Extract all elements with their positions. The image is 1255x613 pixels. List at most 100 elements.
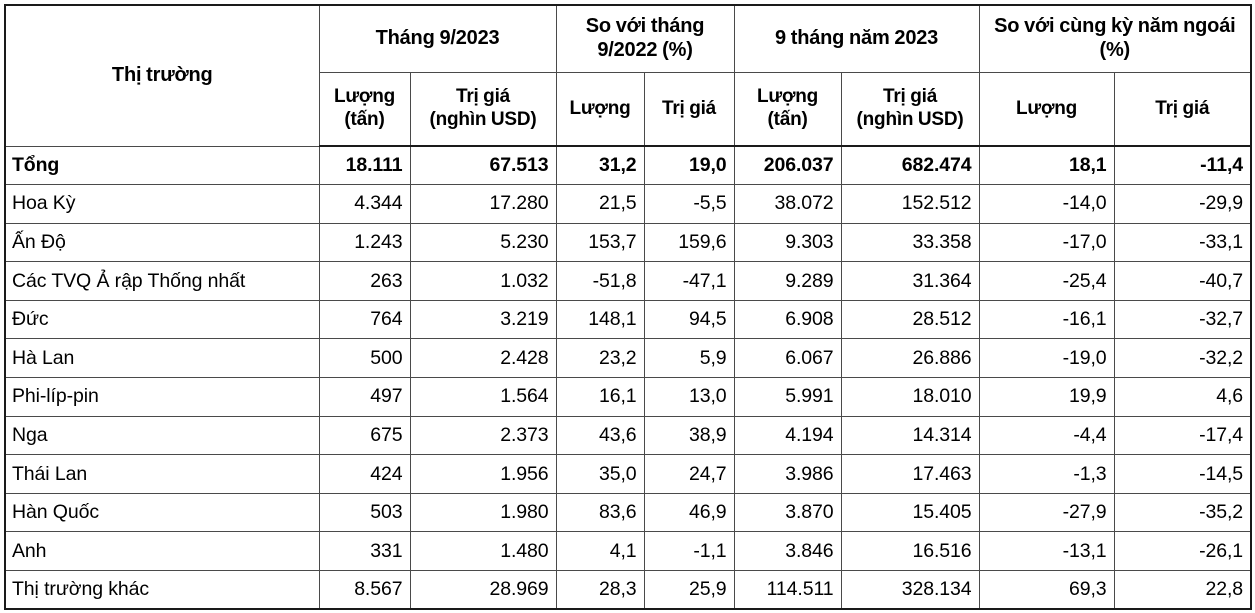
cell-value: 5.991 [733,377,842,417]
cell-value: -32,2 [1113,338,1252,379]
column-group-header-period-yoy: So với cùng kỳ năm ngoái (%) [978,4,1252,73]
table-header: Thị trường Tháng 9/2023 So với tháng 9/2… [4,4,1252,147]
cell-value: 1.032 [409,261,557,301]
header-sub-row: Lượng (tấn) Trị giá (nghìn USD) Lượng Tr… [5,71,1252,147]
cell-market-name: Hoa Kỳ [4,184,320,224]
column-header-month-quantity: Lượng (tấn) [318,71,411,147]
cell-value: 94,5 [643,299,735,340]
cell-value: 148,1 [555,299,645,340]
cell-value: 28.969 [409,570,557,610]
header-group-row: Thị trường Tháng 9/2023 So với tháng 9/2… [4,4,1252,147]
column-header-month-value: Trị giá (nghìn USD) [409,71,557,147]
cell-value: 682.474 [840,145,980,186]
cell-value: 26.886 [840,338,980,379]
cell-value: 69,3 [978,570,1115,610]
column-group-header-nine-months: 9 tháng năm 2023 [733,4,980,73]
cell-value: 2.373 [409,415,557,456]
column-header-market: Thị trường [4,4,320,147]
table-row: Các TVQ Ả rập Thống nhất 263 1.032 -51,8 -47… [4,261,1252,301]
sub-header-line1: Trị giá [1155,97,1210,119]
cell-value: 23,2 [555,338,645,379]
cell-value: 3.870 [733,492,842,533]
table-body: Tổng 18.111 67.513 31,2 19,0 206.037 682.474 18… [4,145,1252,610]
cell-value: 3.219 [409,299,557,340]
cell-value: 331 [318,531,411,572]
cell-value: 16.516 [840,531,980,572]
cell-value: -16,1 [978,299,1115,340]
cell-market-name: Hà Lan [4,338,320,379]
cell-market-name: Đức [4,299,320,340]
cell-value: 497 [318,377,411,417]
cell-market-name: Anh [4,531,320,572]
cell-value: 24,7 [643,454,735,494]
cell-value: 13,0 [643,377,735,417]
sub-header-line2: (tấn) [344,108,385,130]
cell-value: -27,9 [978,492,1115,533]
table-row: Thái Lan 424 1.956 35,0 24,7 3.986 17.463 -1,3-… [4,454,1252,494]
cell-value: -4,4 [978,415,1115,456]
cell-value: 28.512 [840,299,980,340]
column-header-period-yoy-quantity: Lượng [978,71,1115,147]
table-row: Hàn Quốc 503 1.980 83,6 46,9 3.870 15.405 -27,9… [4,492,1252,533]
cell-market-name: Thái Lan [4,454,320,494]
table-row: Ấn Độ 1.243 5.230 153,7 159,6 9.303 33.358 -17,… [4,222,1252,263]
cell-value: 263 [318,261,411,301]
cell-value: 500 [318,338,411,379]
cell-value: 46,9 [643,492,735,533]
sub-header-line1: Lượng [756,86,819,108]
table-row: Nga 675 2.373 43,6 38,9 4.194 14.314 -4,4 -17,4 [4,415,1252,456]
cell-value: -32,7 [1113,299,1252,340]
cell-value: 31,2 [555,145,645,186]
cell-value: -40,7 [1113,261,1252,301]
cell-value: -14,5 [1113,454,1252,494]
sub-header-line1: Lượng [569,97,631,119]
cell-value: 4,1 [555,531,645,572]
column-header-nine-months-value: Trị giá (nghìn USD) [840,71,980,147]
cell-value: -51,8 [555,261,645,301]
cell-value: -13,1 [978,531,1115,572]
table-row: Anh 331 1.480 4,1 -1,1 3.846 16.516 -13,1 -26,1 [4,531,1252,572]
cell-value: 675 [318,415,411,456]
table-row: Hoa Kỳ 4.344 17.280 21,5 -5,5 38.072 152.512 -1… [4,184,1252,224]
cell-value: 17.280 [409,184,557,224]
cell-value: 28,3 [555,570,645,610]
cell-value: 38.072 [733,184,842,224]
cell-value: -1,1 [643,531,735,572]
statistics-table-container: Thị trường Tháng 9/2023 So với tháng 9/2… [4,4,1253,611]
cell-value: -14,0 [978,184,1115,224]
cell-value: 14.314 [840,415,980,456]
cell-value: 424 [318,454,411,494]
cell-value: 114.511 [733,570,842,610]
sub-header-line1: Trị giá [883,86,938,108]
table-row: Đức 764 3.219 148,1 94,5 6.908 28.512 -16,1 -32,… [4,299,1252,340]
cell-value: 5.230 [409,222,557,263]
cell-value: 25,9 [643,570,735,610]
cell-value: 159,6 [643,222,735,263]
cell-value: 33.358 [840,222,980,263]
sub-header-line1: Trị giá [455,86,511,108]
cell-value: 9.289 [733,261,842,301]
cell-value: 1.243 [318,222,411,263]
cell-value: 764 [318,299,411,340]
table-row: Thị trường khác 8.567 28.969 28,3 25,9 114.51… [4,570,1252,610]
cell-value: -17,4 [1113,415,1252,456]
sub-header-line2: (nghìn USD) [856,108,964,130]
cell-market-name: Tổng [4,145,320,186]
cell-value: 2.428 [409,338,557,379]
cell-value: 17.463 [840,454,980,494]
table-row: Hà Lan 500 2.428 23,2 5,9 6.067 26.886 -19,0 -32… [4,338,1252,379]
cell-value: -17,0 [978,222,1115,263]
cell-value: 152.512 [840,184,980,224]
sub-header-line1: Trị giá [661,97,717,119]
cell-market-name: Ấn Độ [4,222,320,263]
sub-header-line2: (nghìn USD) [429,108,537,130]
cell-value: 21,5 [555,184,645,224]
column-header-period-yoy-value: Trị giá [1113,71,1252,147]
cell-value: -19,0 [978,338,1115,379]
cell-value: 4,6 [1113,377,1252,417]
cell-value: 503 [318,492,411,533]
cell-value: 83,6 [555,492,645,533]
cell-value: -35,2 [1113,492,1252,533]
column-group-header-month-yoy: So với tháng 9/2022 (%) [555,4,735,73]
sub-header-line1: Lượng [1015,97,1078,119]
